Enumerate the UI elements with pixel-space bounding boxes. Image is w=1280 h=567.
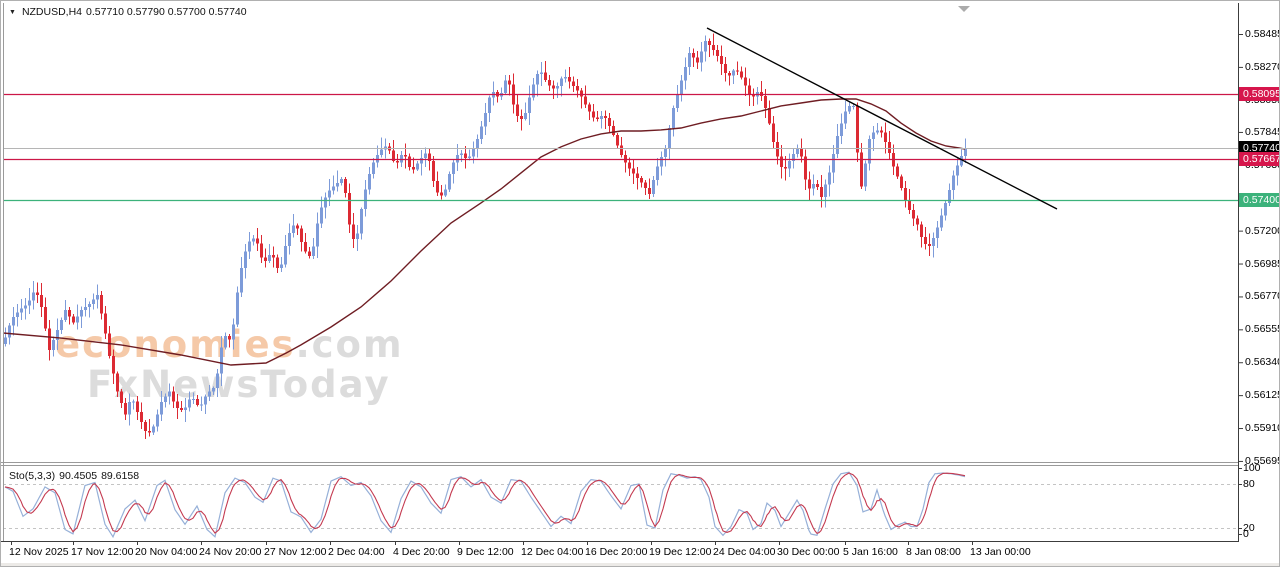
window-bottom-edge	[1, 563, 1279, 566]
stoch-tick-label: 20	[1243, 522, 1255, 534]
candles-series	[4, 33, 967, 440]
price-tick-label: 0.55910	[1245, 422, 1280, 435]
price-tick-label: 0.55695	[1245, 454, 1280, 467]
price-badge-support: 0.57400	[1239, 193, 1279, 208]
price-tick-label: 0.58485	[1245, 28, 1280, 40]
chart-shift-icon[interactable]	[958, 6, 970, 12]
watermark-suffix: .com	[295, 323, 404, 366]
price-tick-label: 0.56985	[1245, 257, 1280, 270]
stoch-d-line	[4, 472, 966, 535]
time-tick-label: 24 Dec 04:00	[713, 546, 776, 558]
price-tick-label: 0.57200	[1245, 224, 1280, 237]
time-tick-label: 13 Jan 00:00	[970, 546, 1031, 558]
symbol-label: NZDUSD,H4	[21, 6, 83, 18]
time-tick-label: 8 Jan 08:00	[906, 546, 961, 558]
plot-left-border	[3, 3, 4, 541]
pane-separator-bottom[interactable]	[1, 465, 1239, 466]
time-tick-label: 20 Nov 04:00	[135, 546, 198, 558]
time-tick-label: 24 Nov 20:00	[199, 546, 262, 558]
price-badge-resistance: 0.58095	[1239, 86, 1279, 101]
pane-separator-top	[1, 462, 1239, 463]
time-tick-label: 12 Dec 04:00	[521, 546, 584, 558]
price-badge-resistance: 0.57667	[1239, 152, 1279, 167]
time-tick-label: 5 Jan 16:00	[843, 546, 898, 558]
time-axis-border	[1, 541, 1239, 542]
time-tick-label: 17 Nov 12:00	[71, 546, 134, 558]
ohlc-values: 0.57710 0.57790 0.57700 0.57740	[86, 6, 247, 18]
stochastic-name: Sto(5,3,3)	[9, 470, 56, 482]
price-tick-label: 0.56125	[1245, 389, 1280, 402]
stoch-tick-label: 100	[1243, 462, 1261, 474]
stochastic-k-value: 90.4505	[59, 470, 98, 482]
time-tick-label: 12 Nov 2025	[9, 546, 69, 558]
time-tick-label: 30 Dec 00:00	[777, 546, 840, 558]
stochastic-d-value: 89.6158	[101, 470, 140, 482]
time-tick-label: 27 Nov 12:00	[264, 546, 327, 558]
symbol-dropdown-icon[interactable]: ▼	[9, 9, 16, 16]
watermark-brand: economies	[55, 323, 296, 366]
time-tick-label: 4 Dec 20:00	[393, 546, 450, 558]
stoch-k-line	[4, 471, 966, 539]
price-tick-label: 0.57845	[1245, 125, 1280, 138]
time-tick-label: 9 Dec 12:00	[457, 546, 514, 558]
price-tick-label: 0.56555	[1245, 323, 1280, 336]
price-tick-label: 0.56340	[1245, 356, 1280, 369]
stochastic-label: Sto(5,3,3) 90.4505 89.6158	[9, 470, 143, 482]
price-tick-label: 0.58270	[1245, 60, 1280, 73]
watermark-line1: economies.com	[55, 323, 404, 366]
time-tick-label: 16 Dec 20:00	[585, 546, 648, 558]
price-badge-current: 0.57740	[1239, 141, 1279, 155]
time-tick-label: 19 Dec 12:00	[649, 546, 712, 558]
trendline[interactable]	[706, 27, 1058, 210]
symbol-ohlc-info: ▼ NZDUSD,H4 0.57710 0.57790 0.57700 0.5774…	[9, 6, 251, 18]
price-tick-label: 0.56770	[1245, 290, 1280, 303]
price-axis-border	[1238, 3, 1239, 542]
stochastic-panel	[3, 471, 1238, 539]
stoch-tick-label: 80	[1243, 478, 1255, 490]
time-tick-label: 2 Dec 04:00	[328, 546, 385, 558]
stoch-tick-label: 0	[1243, 528, 1249, 540]
moving-average-line	[2, 98, 966, 366]
